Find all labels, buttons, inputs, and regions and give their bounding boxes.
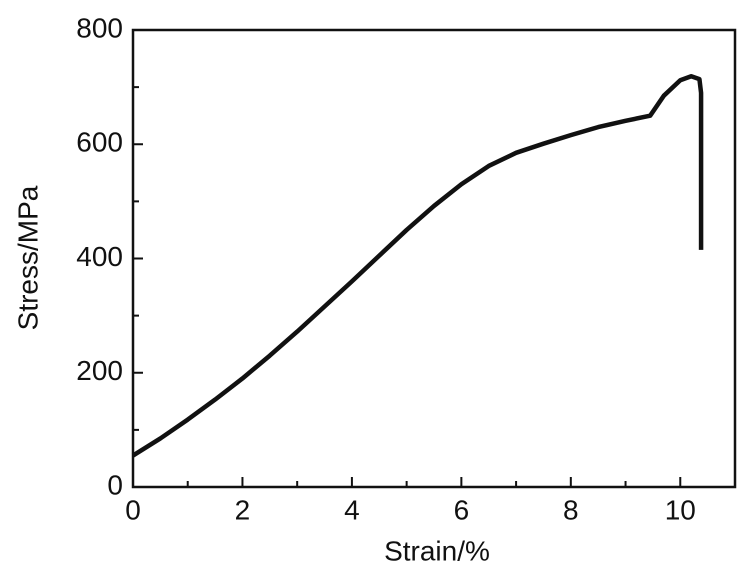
x-tick-label: 8 [563,494,579,525]
y-tick-label: 400 [76,241,123,272]
y-tick-label: 200 [76,355,123,386]
y-tick-label: 0 [107,469,123,500]
x-tick-label: 10 [665,494,696,525]
y-axis-label: Stress/MPa [12,185,43,330]
y-tick-label: 600 [76,127,123,158]
plot-frame [131,28,737,489]
stress-strain-line [131,74,704,458]
x-tick-label: 6 [454,494,470,525]
x-tick-label: 4 [344,494,360,525]
x-tick-label: 2 [235,494,251,525]
y-tick-label: 800 [76,12,123,43]
x-axis-label: Strain/% [384,535,490,566]
x-tick-label: 0 [125,494,141,525]
